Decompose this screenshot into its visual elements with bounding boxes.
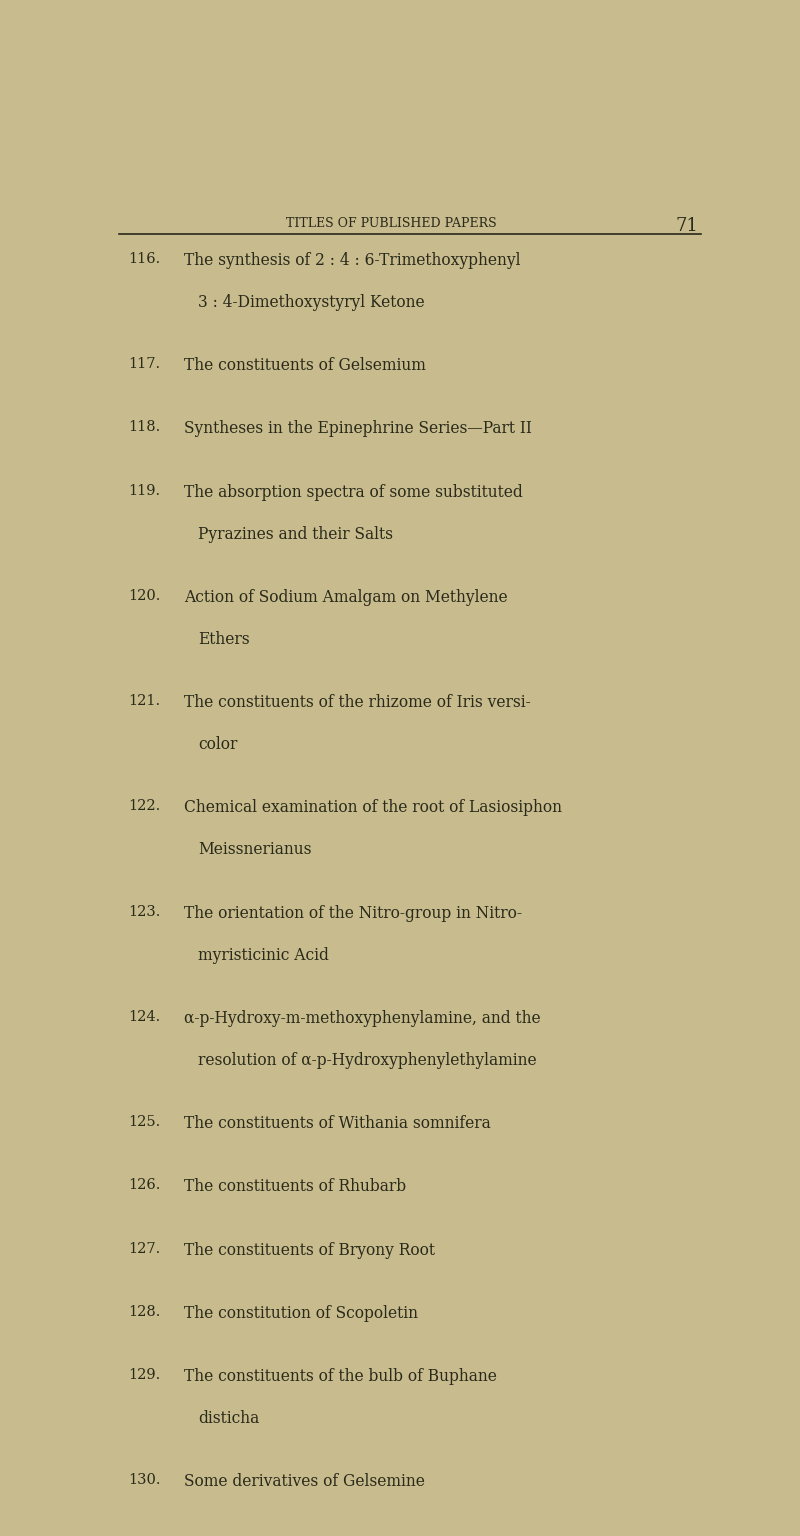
Text: 124.: 124. [128, 1009, 160, 1025]
Text: The constituents of the bulb of Buphane: The constituents of the bulb of Buphane [184, 1369, 497, 1385]
Text: The constituents of Rhubarb: The constituents of Rhubarb [184, 1178, 406, 1195]
Text: Pyrazines and their Salts: Pyrazines and their Salts [198, 525, 393, 542]
Text: The constituents of Withania somnifera: The constituents of Withania somnifera [184, 1115, 490, 1132]
Text: Chemical examination of the root of Lasiosiphon: Chemical examination of the root of Lasi… [184, 799, 562, 816]
Text: myristicinic Acid: myristicinic Acid [198, 946, 329, 963]
Text: TITLES OF PUBLISHED PAPERS: TITLES OF PUBLISHED PAPERS [286, 218, 497, 230]
Text: 119.: 119. [128, 484, 160, 498]
Text: 128.: 128. [128, 1306, 160, 1319]
Text: Syntheses in the Epinephrine Series—Part II: Syntheses in the Epinephrine Series—Part… [184, 421, 531, 438]
Text: 121.: 121. [128, 694, 160, 708]
Text: 116.: 116. [128, 252, 160, 266]
Text: 117.: 117. [128, 356, 160, 372]
Text: The constituents of Bryony Root: The constituents of Bryony Root [184, 1241, 434, 1258]
Text: 129.: 129. [128, 1369, 160, 1382]
Text: 127.: 127. [128, 1241, 160, 1255]
Text: The constituents of the rhizome of Iris versi-: The constituents of the rhizome of Iris … [184, 694, 530, 711]
Text: 123.: 123. [128, 905, 160, 919]
Text: The orientation of the Nitro-group in Nitro-: The orientation of the Nitro-group in Ni… [184, 905, 522, 922]
Text: α-p-Hydroxy-m-methoxyphenylamine, and the: α-p-Hydroxy-m-methoxyphenylamine, and th… [184, 1009, 540, 1028]
Text: The constituents of Gelsemium: The constituents of Gelsemium [184, 356, 426, 373]
Text: disticha: disticha [198, 1410, 259, 1427]
Text: 71: 71 [675, 218, 698, 235]
Text: Meissnerianus: Meissnerianus [198, 842, 311, 859]
Text: Action of Sodium Amalgam on Methylene: Action of Sodium Amalgam on Methylene [184, 588, 507, 605]
Text: 122.: 122. [128, 799, 160, 814]
Text: The absorption spectra of some substituted: The absorption spectra of some substitut… [184, 484, 522, 501]
Text: The synthesis of 2 : 4 : 6-Trimethoxyphenyl: The synthesis of 2 : 4 : 6-Trimethoxyphe… [184, 252, 520, 269]
Text: 130.: 130. [128, 1473, 160, 1487]
Text: Ethers: Ethers [198, 631, 250, 648]
Text: 126.: 126. [128, 1178, 160, 1192]
Text: 118.: 118. [128, 421, 160, 435]
Text: color: color [198, 736, 238, 753]
Text: 120.: 120. [128, 588, 160, 602]
Text: The constitution of Scopoletin: The constitution of Scopoletin [184, 1306, 418, 1322]
Text: Some derivatives of Gelsemine: Some derivatives of Gelsemine [184, 1473, 425, 1490]
Text: 125.: 125. [128, 1115, 160, 1129]
Text: resolution of α-p-Hydroxyphenylethylamine: resolution of α-p-Hydroxyphenylethylamin… [198, 1052, 537, 1069]
Text: 3 : 4-Dimethoxystyryl Ketone: 3 : 4-Dimethoxystyryl Ketone [198, 293, 425, 310]
